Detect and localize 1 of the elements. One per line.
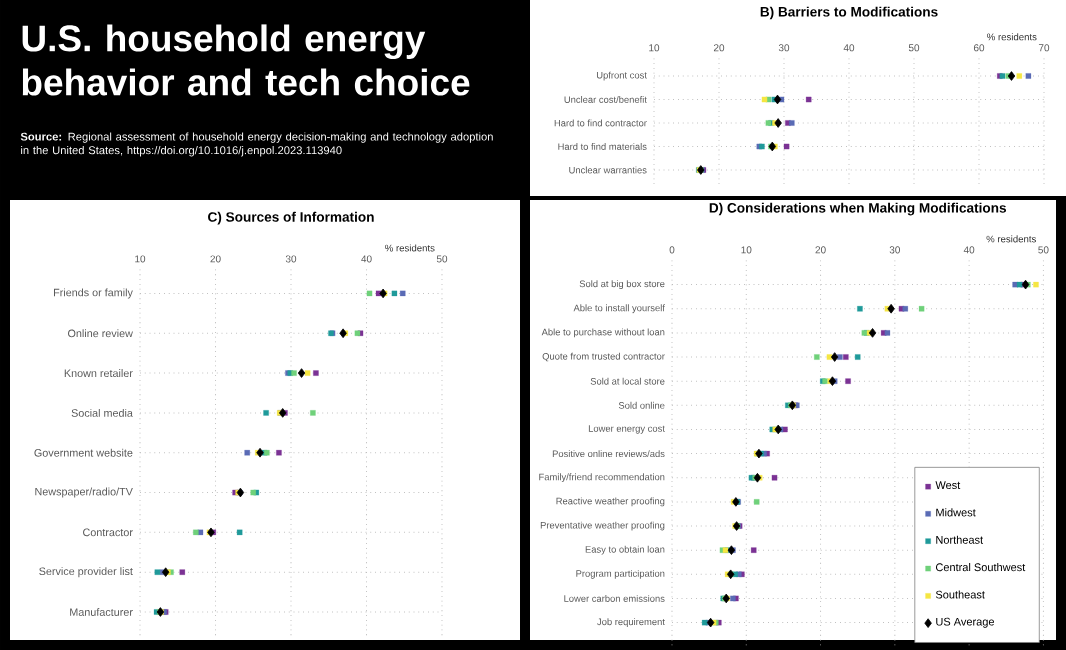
text: U.S. household energy behavior and tech choice [22, 24, 470, 96]
